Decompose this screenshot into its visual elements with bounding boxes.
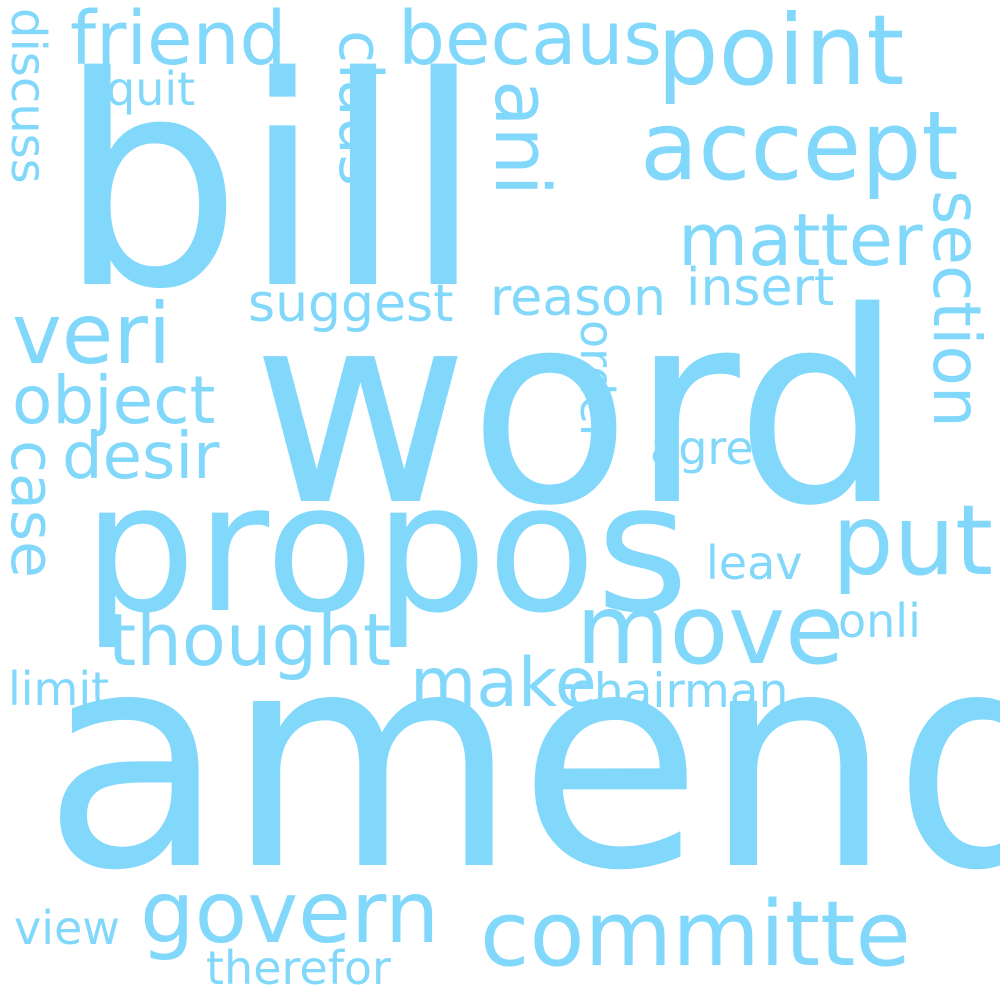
- word-put: put: [832, 484, 994, 597]
- word-case: case: [0, 440, 67, 578]
- word-desir: desir: [62, 420, 220, 494]
- word-veri: veri: [12, 285, 172, 383]
- word-make: make: [410, 644, 597, 723]
- word-discuss: discuss: [0, 8, 56, 184]
- word-therefor: therefor: [206, 941, 391, 995]
- word-propos: propos: [83, 445, 689, 652]
- word-order: order: [570, 320, 624, 443]
- word-reason: reason: [490, 268, 666, 328]
- word-accept: accept: [640, 92, 959, 202]
- word-chairman: chairman: [568, 664, 789, 719]
- word-amend: amend: [42, 587, 1000, 936]
- word-leav: leav: [706, 536, 803, 590]
- word-becaus: becaus: [398, 0, 662, 82]
- word-govern: govern: [140, 863, 440, 963]
- word-matter: matter: [678, 198, 923, 282]
- word-word: word: [252, 256, 904, 564]
- word-limit: limit: [8, 662, 110, 716]
- word-friend: friend: [70, 0, 287, 82]
- word-suggest: suggest: [248, 274, 454, 334]
- word-insert: insert: [686, 258, 835, 318]
- word-thought: thought: [108, 598, 392, 682]
- word-move: move: [576, 574, 845, 686]
- word-section: section: [918, 190, 995, 428]
- word-object: object: [12, 362, 216, 439]
- word-claus: claus: [325, 30, 395, 186]
- word-point: point: [657, 0, 905, 107]
- word-view: view: [14, 901, 120, 955]
- word-ani: ani: [478, 80, 567, 196]
- word-onli: onli: [838, 594, 921, 648]
- word-committe: committe: [480, 882, 911, 987]
- word-agre: agre: [650, 421, 754, 475]
- word-quit: quit: [106, 62, 196, 116]
- word-bill: bill: [58, 16, 484, 353]
